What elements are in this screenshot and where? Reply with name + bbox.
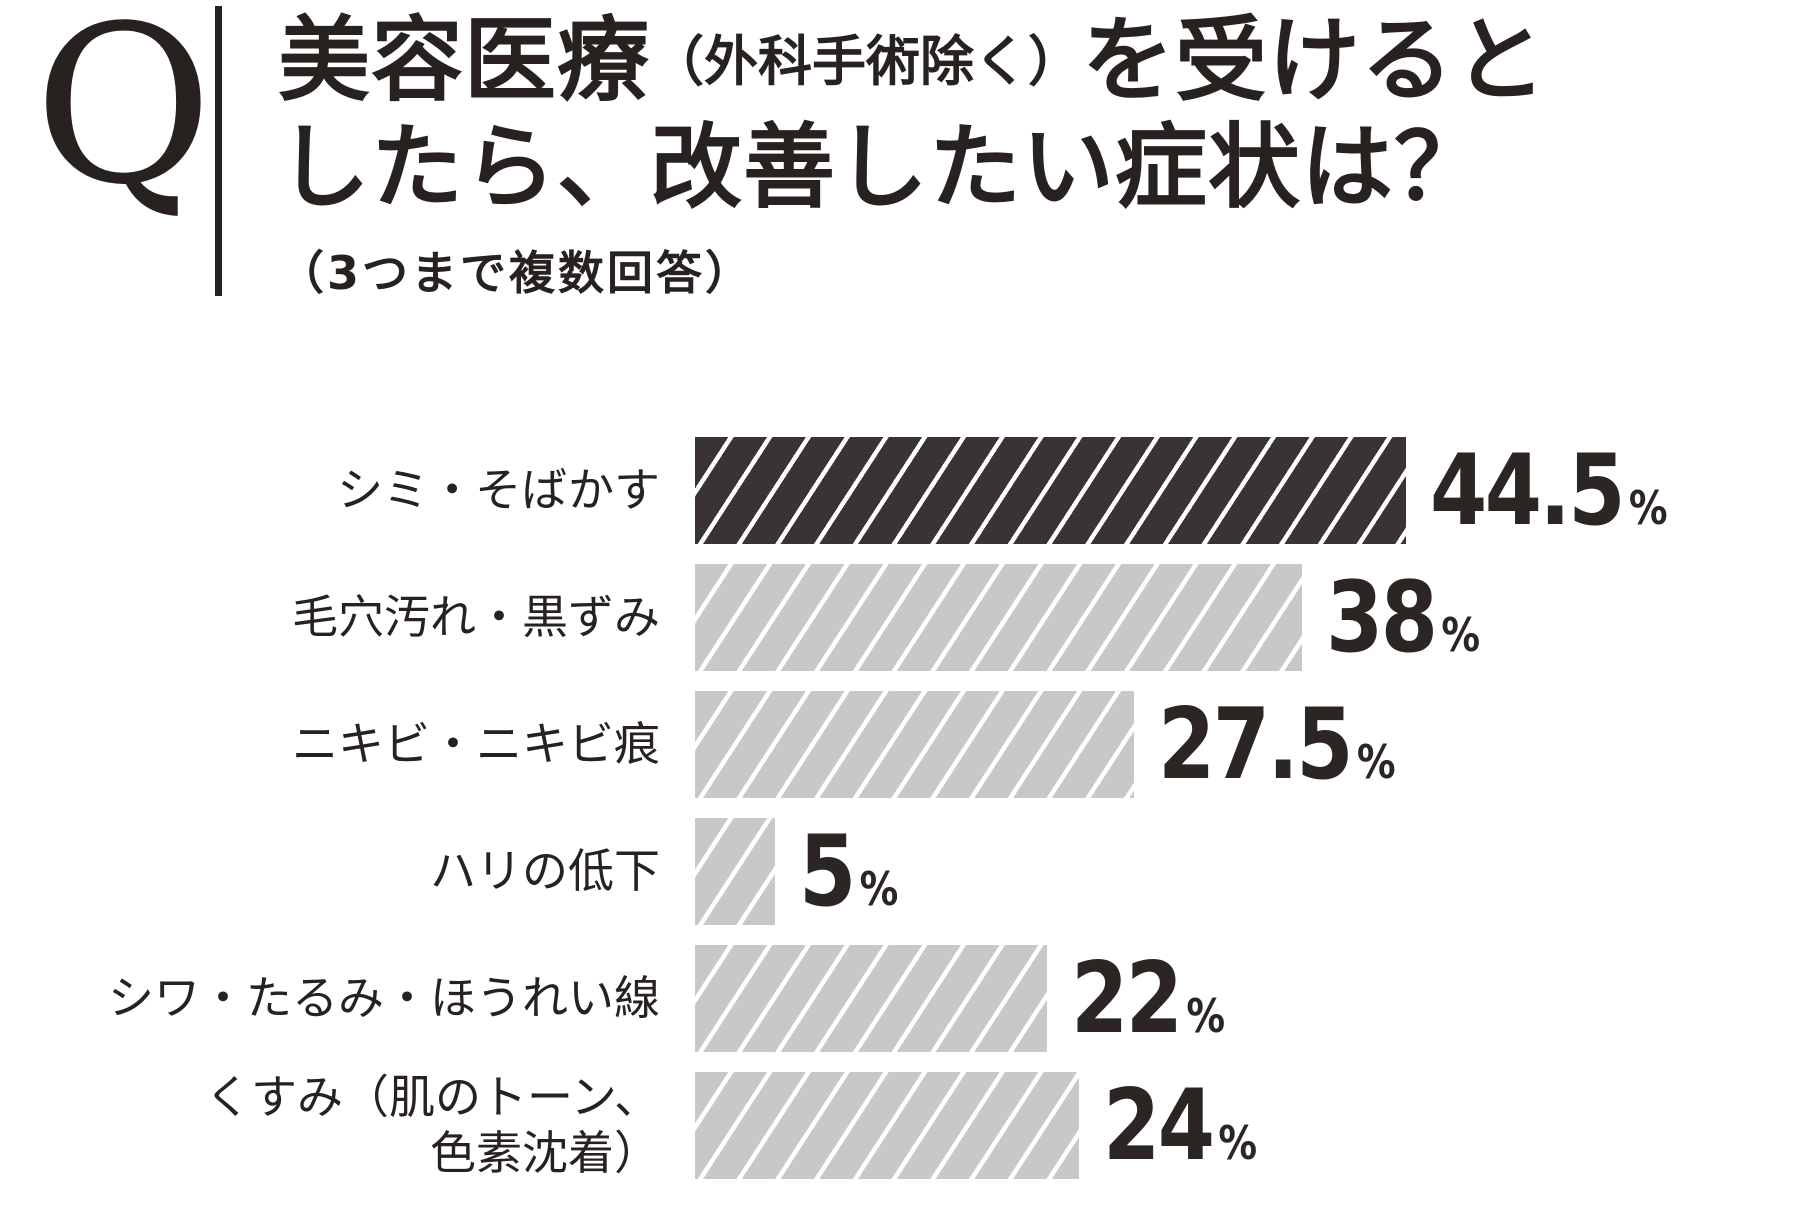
value-number: 44.5	[1430, 433, 1626, 548]
value-label: 22%	[1071, 950, 1225, 1048]
value-label: 27.5%	[1158, 696, 1396, 794]
percent-sign: %	[859, 861, 899, 916]
chart-row: ニキビ・ニキビ痕 27.5%	[0, 691, 1800, 798]
value-label: 38%	[1326, 569, 1480, 667]
value-number: 38	[1326, 560, 1438, 675]
title-main: 美容医療	[278, 7, 651, 114]
category-label: シミ・そばかす	[337, 462, 660, 517]
bar-segment	[695, 437, 1406, 544]
percent-sign: %	[1217, 1115, 1257, 1170]
category-label: シワ・たるみ・ほうれい線	[108, 970, 660, 1025]
survey-note: （3つまで複数回答）	[278, 246, 755, 301]
value-label: 44.5%	[1430, 442, 1668, 540]
percent-sign: %	[1357, 734, 1397, 789]
chart-row: シミ・そばかす 44.5%	[0, 437, 1800, 544]
title-line-2: したら、改善したい症状は？	[278, 113, 1488, 221]
bar-segment	[695, 818, 775, 925]
percent-sign: %	[1185, 988, 1225, 1043]
bar-segment	[695, 691, 1135, 798]
value-label: 24%	[1103, 1077, 1257, 1175]
category-label: くすみ（肌のトーン、 色素沈着）	[205, 1070, 660, 1180]
percent-sign: %	[1628, 480, 1668, 535]
chart-row: シワ・たるみ・ほうれい線 22%	[0, 945, 1800, 1052]
title-line-1: 美容医療（外科手術除く）を受けると	[278, 7, 1548, 115]
value-label: 5%	[799, 823, 898, 921]
bar-chart: シミ・そばかす 44.5% 毛穴汚れ・黒ずみ 38% ニキビ・ニキビ痕 27.5% ハリの低…	[0, 437, 1800, 1199]
bar-segment	[695, 945, 1047, 1052]
title-tail: を受けると	[1082, 7, 1548, 114]
bar-segment	[695, 564, 1303, 671]
chart-row: 毛穴汚れ・黒ずみ 38%	[0, 564, 1800, 671]
title-parenthetical: （外科手術除く）	[650, 30, 1083, 93]
question-mark-letter: Q	[34, 0, 213, 233]
category-label: ハリの低下	[430, 843, 660, 898]
value-number: 24	[1102, 1068, 1215, 1183]
title-block: 美容医療（外科手術除く）を受けると したら、改善したい症状は？ （3つまで複数回…	[278, 7, 1548, 303]
category-label: ニキビ・ニキビ痕	[292, 716, 660, 771]
category-label: 毛穴汚れ・黒ずみ	[292, 589, 660, 644]
vertical-divider	[215, 6, 222, 296]
value-number: 22	[1070, 941, 1183, 1056]
chart-row: くすみ（肌のトーン、 色素沈着） 24%	[0, 1070, 1800, 1180]
chart-row: ハリの低下 5%	[0, 818, 1800, 925]
value-number: 27.5	[1158, 687, 1354, 802]
bar-segment	[695, 1072, 1079, 1179]
percent-sign: %	[1441, 607, 1481, 662]
value-number: 5	[798, 814, 856, 929]
